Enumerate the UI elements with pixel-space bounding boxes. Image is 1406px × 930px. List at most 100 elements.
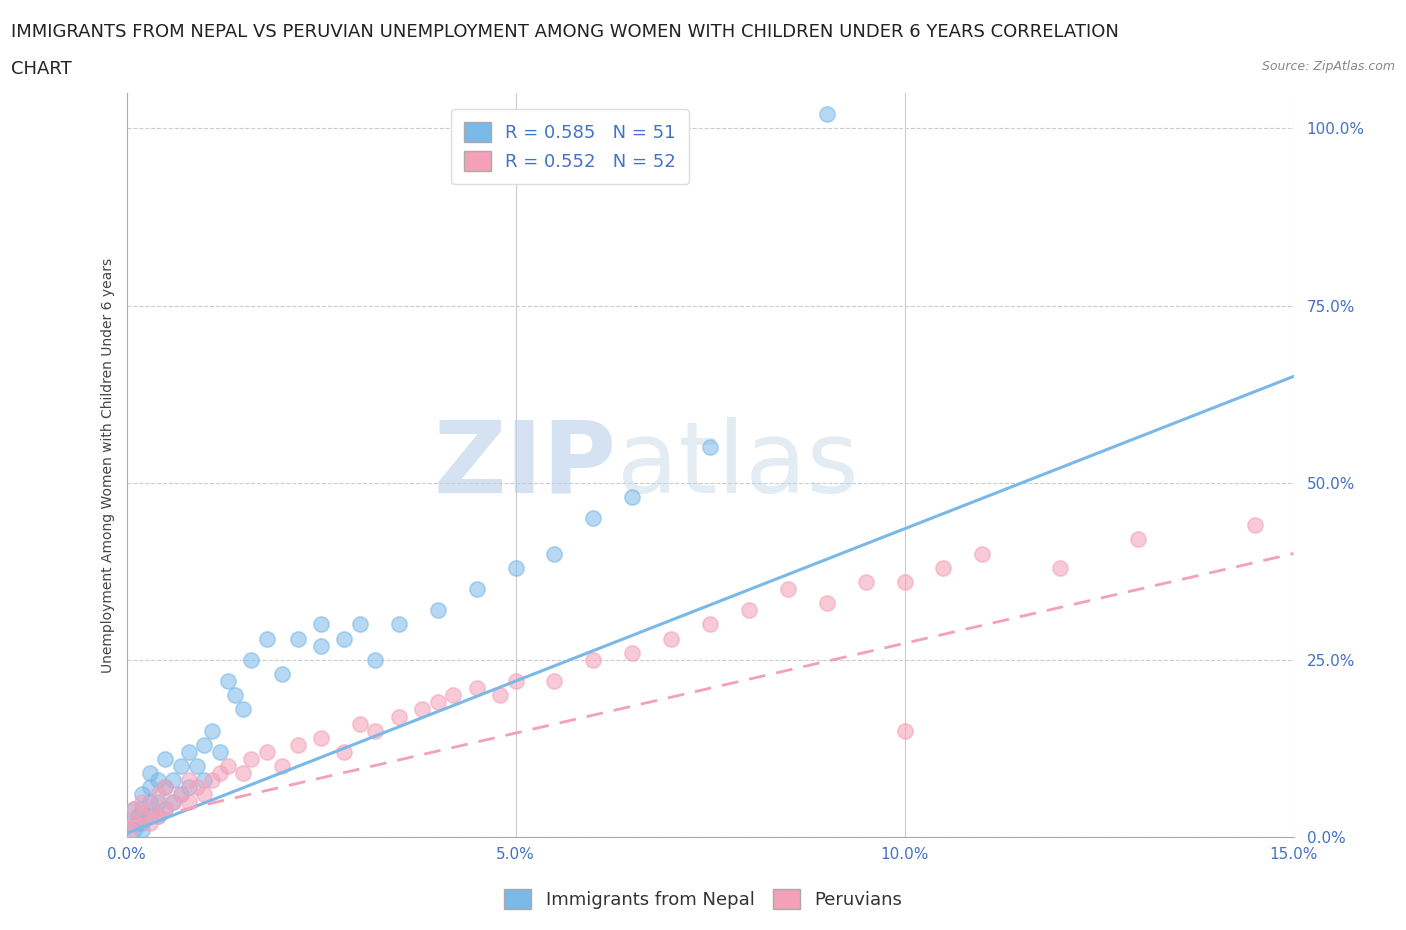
Point [139, 808, 162, 823]
Point [287, 631, 309, 646]
Legend: R = 0.585   N = 51, R = 0.552   N = 52: R = 0.585 N = 51, R = 0.552 N = 52 [451, 110, 689, 183]
Point [146, 773, 169, 788]
Point [124, 822, 146, 837]
Point [170, 759, 193, 774]
Point [465, 681, 488, 696]
Point [256, 631, 278, 646]
Point [155, 780, 177, 795]
Point [240, 653, 263, 668]
Point [256, 745, 278, 760]
Point [217, 759, 239, 774]
Point [1049, 560, 1071, 575]
Point [139, 794, 162, 809]
Point [177, 745, 200, 760]
Point [621, 489, 644, 504]
Text: atlas: atlas [617, 417, 858, 513]
Point [131, 808, 153, 823]
Point [426, 603, 449, 618]
Point [776, 581, 799, 596]
Point [465, 581, 488, 596]
Point [124, 802, 146, 817]
Point [349, 617, 371, 631]
Point [170, 787, 193, 802]
Point [131, 794, 153, 809]
Point [364, 653, 387, 668]
Point [146, 808, 169, 823]
Point [815, 596, 838, 611]
Point [139, 765, 162, 780]
Text: Source: ZipAtlas.com: Source: ZipAtlas.com [1261, 60, 1395, 73]
Point [155, 780, 177, 795]
Point [699, 617, 721, 631]
Point [364, 724, 387, 738]
Point [333, 631, 356, 646]
Point [271, 667, 294, 682]
Point [505, 560, 527, 575]
Point [893, 575, 915, 590]
Point [155, 802, 177, 817]
Point [217, 673, 239, 688]
Point [582, 511, 605, 525]
Point [146, 787, 169, 802]
Point [411, 702, 433, 717]
Point [162, 794, 184, 809]
Text: ZIP: ZIP [434, 417, 617, 513]
Point [201, 773, 224, 788]
Text: CHART: CHART [11, 60, 72, 78]
Point [333, 745, 356, 760]
Point [309, 617, 332, 631]
Point [139, 802, 162, 817]
Point [193, 787, 215, 802]
Point [349, 716, 371, 731]
Y-axis label: Unemployment Among Women with Children Under 6 years: Unemployment Among Women with Children U… [101, 258, 115, 672]
Point [127, 816, 149, 830]
Point [177, 780, 200, 795]
Point [170, 787, 193, 802]
Point [1126, 532, 1149, 547]
Point [124, 816, 146, 830]
Point [146, 808, 169, 823]
Point [208, 745, 231, 760]
Point [505, 673, 527, 688]
Point [543, 673, 565, 688]
Text: IMMIGRANTS FROM NEPAL VS PERUVIAN UNEMPLOYMENT AMONG WOMEN WITH CHILDREN UNDER 6: IMMIGRANTS FROM NEPAL VS PERUVIAN UNEMPL… [11, 23, 1119, 41]
Point [388, 617, 411, 631]
Point [177, 794, 200, 809]
Point [155, 751, 177, 766]
Point [489, 688, 512, 703]
Point [177, 773, 200, 788]
Point [131, 816, 153, 830]
Point [271, 759, 294, 774]
Point [193, 737, 215, 752]
Point [201, 724, 224, 738]
Point [621, 645, 644, 660]
Point [162, 773, 184, 788]
Point [426, 695, 449, 710]
Point [155, 802, 177, 817]
Point [240, 751, 263, 766]
Point [186, 780, 208, 795]
Point [815, 107, 838, 122]
Point [120, 822, 142, 837]
Point [232, 765, 254, 780]
Point [162, 794, 184, 809]
Point [131, 802, 153, 817]
Point [224, 688, 246, 703]
Point [543, 546, 565, 561]
Legend: Immigrants from Nepal, Peruvians: Immigrants from Nepal, Peruvians [496, 882, 910, 916]
Point [193, 773, 215, 788]
Point [441, 688, 464, 703]
Point [120, 816, 142, 830]
Point [388, 709, 411, 724]
Point [131, 822, 153, 837]
Point [309, 638, 332, 653]
Point [699, 440, 721, 455]
Point [131, 787, 153, 802]
Point [208, 765, 231, 780]
Point [972, 546, 994, 561]
Point [146, 794, 169, 809]
Point [232, 702, 254, 717]
Point [932, 560, 955, 575]
Point [582, 653, 605, 668]
Point [855, 575, 877, 590]
